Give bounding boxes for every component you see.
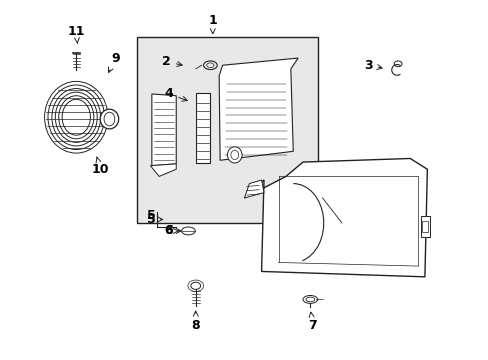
- Polygon shape: [244, 158, 427, 277]
- Text: 9: 9: [108, 51, 120, 72]
- Text: 5: 5: [146, 209, 155, 222]
- Polygon shape: [219, 58, 298, 160]
- Polygon shape: [150, 164, 176, 176]
- Text: 1: 1: [208, 14, 217, 34]
- Text: 5: 5: [146, 213, 163, 226]
- Text: 7: 7: [308, 312, 317, 332]
- Ellipse shape: [305, 297, 314, 302]
- Text: 3: 3: [364, 59, 381, 72]
- Text: 8: 8: [191, 311, 200, 332]
- Ellipse shape: [100, 109, 119, 129]
- Text: 6: 6: [164, 224, 179, 238]
- Text: 6: 6: [164, 224, 181, 238]
- Polygon shape: [152, 94, 176, 166]
- Circle shape: [190, 282, 200, 289]
- Ellipse shape: [303, 296, 317, 303]
- Bar: [137, 37, 317, 223]
- Text: 4: 4: [164, 87, 187, 101]
- Text: 11: 11: [67, 25, 85, 43]
- Bar: [420, 216, 429, 237]
- Polygon shape: [244, 180, 264, 198]
- Ellipse shape: [227, 147, 242, 163]
- Text: 2: 2: [162, 55, 182, 68]
- Bar: [195, 93, 210, 163]
- Bar: [422, 221, 427, 232]
- Ellipse shape: [181, 227, 195, 235]
- Text: 10: 10: [92, 157, 109, 176]
